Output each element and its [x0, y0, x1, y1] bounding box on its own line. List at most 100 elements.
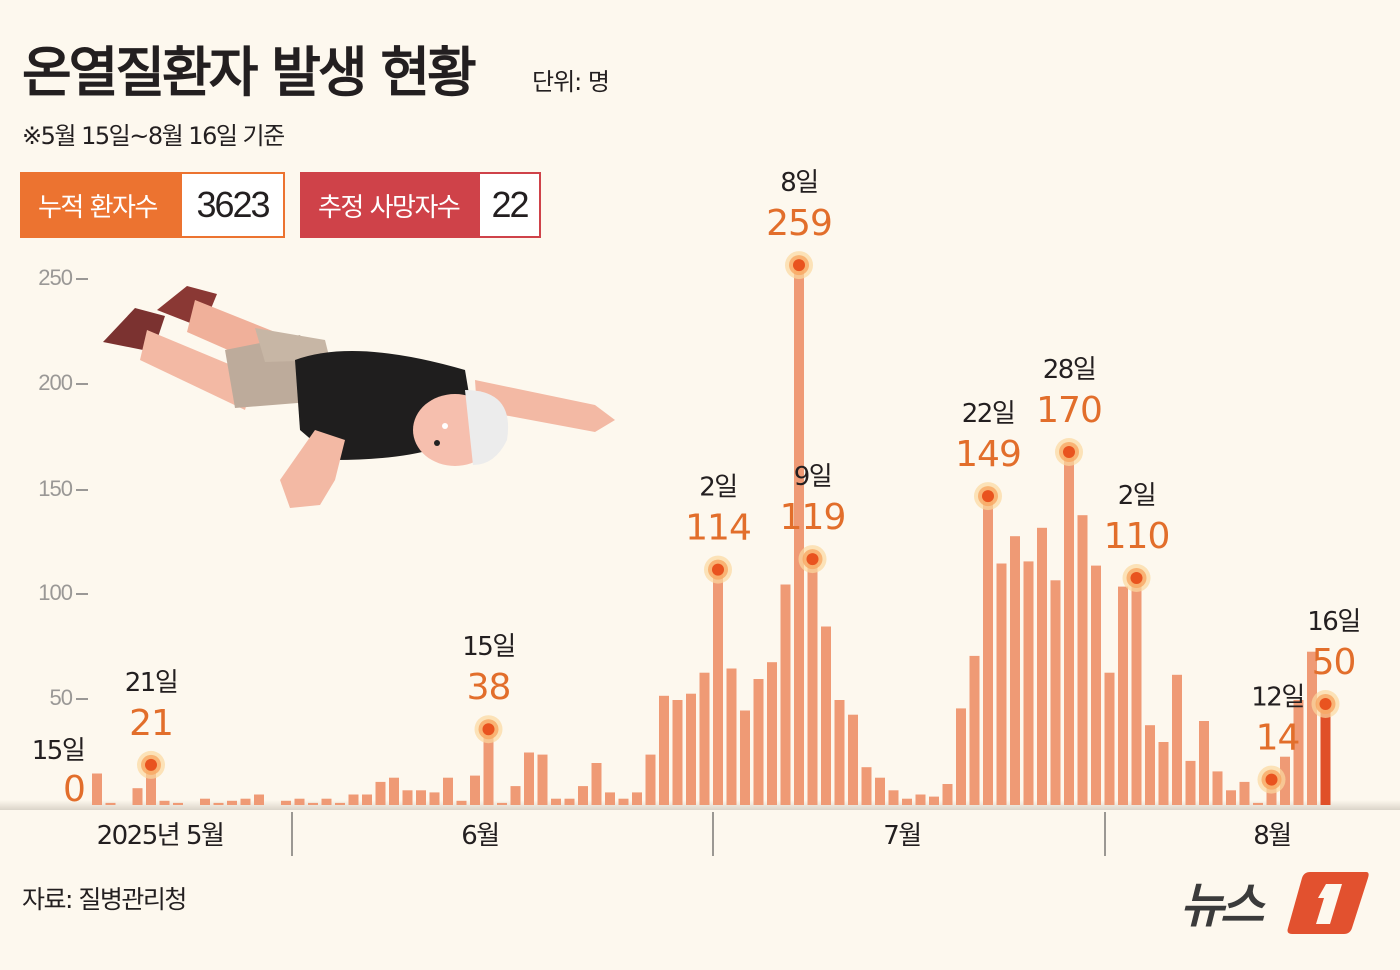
day-label: 22일: [962, 399, 1015, 429]
highlight-marker: [708, 559, 728, 580]
value-label: 119: [780, 497, 846, 538]
bar: [686, 693, 696, 805]
bar: [699, 672, 710, 805]
news1-logo: 뉴스: [1180, 872, 1369, 934]
date-range-note: ※5월 15일~8월 16일 기준: [22, 122, 285, 150]
bar: [645, 754, 656, 805]
bar: [956, 708, 966, 805]
day-label: 16일: [1307, 607, 1360, 637]
bar: [1199, 721, 1209, 805]
bar: [1320, 700, 1331, 805]
value-label: 110: [1104, 516, 1170, 557]
month-divider: [291, 812, 293, 856]
bar: [753, 679, 764, 805]
bar: [794, 261, 804, 806]
highlight-marker: [798, 545, 827, 574]
bar: [1172, 674, 1182, 805]
chart-baseline: [0, 800, 1400, 810]
day-label: 28일: [1043, 355, 1096, 385]
day-label: 2일: [1118, 481, 1155, 511]
highlight-marker: [1257, 765, 1286, 794]
y-tick-200: 200: [26, 370, 88, 396]
highlight-marker: [1059, 442, 1079, 462]
bar: [537, 754, 548, 805]
y-tick-150: 150: [26, 476, 88, 502]
x-label-july: 7월: [883, 821, 922, 851]
highlight-marker: [474, 715, 503, 744]
bar: [1293, 700, 1304, 805]
bar: [1131, 574, 1142, 805]
x-label-may: 2025년 5월: [96, 821, 225, 851]
bar: [1091, 565, 1101, 805]
highlight-marker: [1311, 690, 1340, 718]
day-label: 12일: [1251, 683, 1304, 713]
highlight-marker: [1122, 564, 1151, 592]
bar: [524, 752, 534, 805]
bar: [1064, 448, 1074, 805]
bar: [1077, 515, 1088, 805]
estimated-deaths-label: 추정 사망자수: [318, 192, 461, 223]
svg-text:뉴스: 뉴스: [1180, 878, 1266, 934]
value-label: 50: [1312, 642, 1356, 683]
source-note: 자료: 질병관리청: [22, 885, 187, 914]
bar: [1037, 527, 1047, 805]
bar: [996, 563, 1007, 805]
estimated-deaths-value: 22: [480, 174, 539, 236]
bar: [1307, 651, 1317, 805]
highlight-marker: [1130, 572, 1143, 584]
bar: [807, 555, 818, 805]
highlight-marker: [1261, 769, 1282, 790]
highlight-marker: [1063, 446, 1075, 458]
day-label: 8일: [780, 168, 817, 198]
highlight-marker: [712, 563, 724, 576]
highlight-marker: [1126, 568, 1147, 588]
day-label: 2일: [699, 473, 736, 503]
highlight-marker: [793, 259, 805, 272]
bar: [821, 626, 831, 805]
bar: [1010, 536, 1020, 805]
bar: [726, 668, 737, 805]
bar: [983, 492, 993, 805]
bar: [848, 714, 858, 805]
x-label-august: 8월: [1253, 821, 1292, 851]
y-tick-250: 250: [26, 265, 88, 291]
value-label: 14: [1256, 718, 1300, 759]
unit-label: 단위: 명: [532, 68, 610, 96]
highlight-marker: [137, 750, 165, 779]
bar: [672, 700, 683, 805]
highlight-marker: [145, 758, 157, 771]
value-label: 259: [766, 203, 832, 244]
bar: [969, 655, 980, 805]
bar: [1145, 725, 1155, 805]
bar: [1023, 561, 1034, 805]
bar: [1185, 760, 1196, 805]
value-label: 114: [685, 508, 751, 549]
cumulative-cases-badge: 누적 환자수 3623: [20, 172, 285, 238]
highlight-marker: [978, 486, 998, 507]
highlight-marker: [141, 754, 161, 775]
value-label: 38: [467, 667, 511, 708]
bar: [1050, 580, 1061, 805]
highlight-marker: [1265, 773, 1278, 786]
cumulative-cases-label: 누적 환자수: [38, 192, 158, 223]
bar: [767, 662, 777, 805]
page-title: 온열질환자 발생 현황: [22, 41, 477, 104]
month-divider: [1104, 812, 1106, 856]
bar: [1280, 756, 1290, 805]
highlight-marker: [1319, 698, 1332, 710]
highlight-marker: [974, 482, 1002, 511]
value-label: 170: [1036, 390, 1102, 431]
bar: [659, 695, 669, 805]
bar: [834, 700, 845, 805]
bar: [1104, 672, 1115, 805]
bar: [483, 725, 494, 805]
day-label: 15일: [462, 632, 515, 662]
highlight-marker: [789, 255, 809, 276]
bar: [591, 763, 602, 805]
bar: [1118, 586, 1128, 805]
highlight-marker: [482, 723, 495, 736]
collapsed-person-illustration: [103, 286, 615, 508]
cumulative-cases-value: 3623: [182, 174, 283, 236]
month-divider: [712, 812, 714, 856]
highlight-marker: [785, 251, 813, 280]
